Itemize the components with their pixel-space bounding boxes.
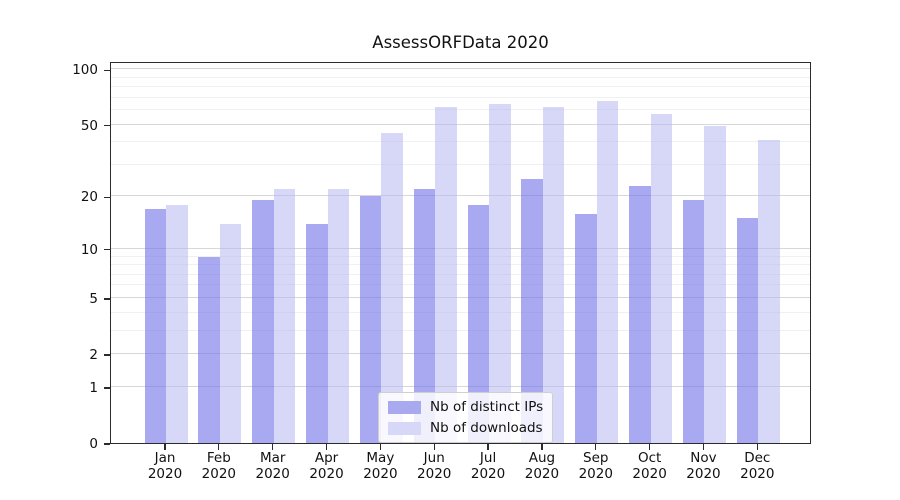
x-tick-label: Apr 2020 (309, 450, 344, 482)
x-tick-mark (541, 444, 543, 450)
x-tick-mark (433, 444, 435, 450)
y-tick-label: 50 (80, 117, 98, 134)
minor-gridline (111, 273, 810, 275)
plot-area: Nb of distinct IPs Nb of downloads (110, 62, 811, 444)
bar-distinct-ips-apr (306, 223, 328, 443)
x-tick-mark (164, 444, 166, 450)
bar-downloads-jun (435, 107, 457, 443)
bar-distinct-ips-mar (252, 200, 274, 443)
bar-downloads-apr (327, 189, 350, 443)
x-tick-label: Jun 2020 (417, 450, 452, 482)
legend-item-downloads: Nb of downloads (388, 420, 543, 436)
bar-distinct-ips-dec (736, 218, 759, 443)
minor-gridline (111, 163, 810, 165)
legend-label-downloads: Nb of downloads (430, 420, 543, 436)
x-tick-label: May 2020 (363, 450, 398, 482)
y-tick-mark (104, 69, 110, 71)
bar-distinct-ips-aug (521, 179, 543, 443)
x-tick-mark (756, 444, 758, 450)
major-gridline (111, 385, 810, 387)
major-gridline (111, 353, 810, 355)
x-tick-mark (595, 444, 597, 450)
x-tick-mark (702, 444, 705, 450)
y-tick-mark (104, 196, 110, 199)
minor-gridline (111, 109, 810, 111)
x-tick-mark (272, 444, 274, 450)
y-tick-label: 10 (80, 241, 98, 258)
y-tick-mark (104, 298, 110, 300)
bar-downloads-jan (166, 204, 188, 443)
bar-downloads-sep (596, 101, 619, 443)
y-tick-label: 2 (89, 347, 98, 364)
x-tick-mark (325, 444, 328, 450)
y-tick-mark (104, 249, 110, 251)
x-tick-label: Jan 2020 (147, 450, 183, 482)
legend-swatch-downloads (388, 421, 421, 435)
chart-title: AssessORFData 2020 (372, 33, 549, 52)
y-tick-mark (104, 124, 110, 127)
x-tick-mark (487, 444, 489, 450)
y-tick-label: 0 (89, 436, 98, 452)
bar-distinct-ips-jun (413, 189, 436, 443)
bar-distinct-ips-may (359, 196, 382, 443)
bars-layer (111, 63, 810, 443)
minor-gridline (111, 141, 810, 143)
x-tick-mark (218, 444, 220, 450)
legend-item-distinct-ips: Nb of distinct IPs (388, 399, 543, 415)
bar-distinct-ips-feb (198, 256, 220, 443)
bar-downloads-feb (219, 223, 242, 443)
x-tick-label: Oct 2020 (632, 450, 667, 482)
minor-gridline (111, 329, 810, 331)
legend-label-distinct-ips: Nb of distinct IPs (430, 399, 544, 415)
y-tick-mark (104, 387, 110, 389)
bar-downloads-aug (542, 107, 565, 443)
y-tick-label: 5 (89, 290, 98, 307)
minor-gridline (111, 96, 810, 98)
bar-distinct-ips-oct (629, 185, 651, 443)
minor-gridline (111, 255, 810, 257)
minor-gridline (111, 264, 810, 266)
minor-gridline (111, 311, 810, 313)
bar-downloads-mar (273, 189, 296, 443)
bar-distinct-ips-sep (575, 213, 597, 443)
major-gridline (111, 123, 810, 125)
y-tick-mark (104, 443, 110, 445)
major-gridline (111, 68, 810, 70)
x-tick-mark (379, 444, 382, 450)
minor-gridline (111, 76, 810, 78)
x-tick-label: Feb 2020 (201, 450, 237, 482)
gridlines-layer (111, 63, 810, 443)
bar-downloads-oct (650, 114, 673, 443)
bar-distinct-ips-nov (682, 200, 705, 443)
y-tick-label: 100 (72, 62, 98, 79)
x-tick-label: Sep 2020 (578, 450, 613, 482)
y-tick-label: 20 (80, 189, 98, 206)
x-tick-label: Jul 2020 (470, 450, 506, 482)
x-tick-label: Nov 2020 (686, 450, 721, 482)
x-tick-mark (648, 444, 651, 450)
y-tick-mark (104, 354, 110, 356)
x-tick-label: Aug 2020 (524, 450, 560, 482)
legend: Nb of distinct IPs Nb of downloads (378, 392, 554, 443)
bar-downloads-may (381, 132, 403, 443)
bar-distinct-ips-jul (467, 204, 490, 443)
x-tick-label: Mar 2020 (255, 450, 290, 482)
x-tick-label: Dec 2020 (740, 450, 775, 482)
bar-downloads-dec (758, 140, 780, 443)
major-gridline (111, 247, 810, 249)
bar-downloads-nov (704, 126, 726, 443)
major-gridline (111, 195, 810, 197)
legend-swatch-distinct-ips (388, 400, 421, 414)
minor-gridline (111, 86, 810, 88)
y-tick-label: 1 (89, 379, 98, 396)
minor-gridline (111, 284, 810, 286)
major-gridline (111, 296, 810, 298)
bar-distinct-ips-jan (144, 208, 166, 443)
bar-downloads-jul (489, 103, 511, 443)
